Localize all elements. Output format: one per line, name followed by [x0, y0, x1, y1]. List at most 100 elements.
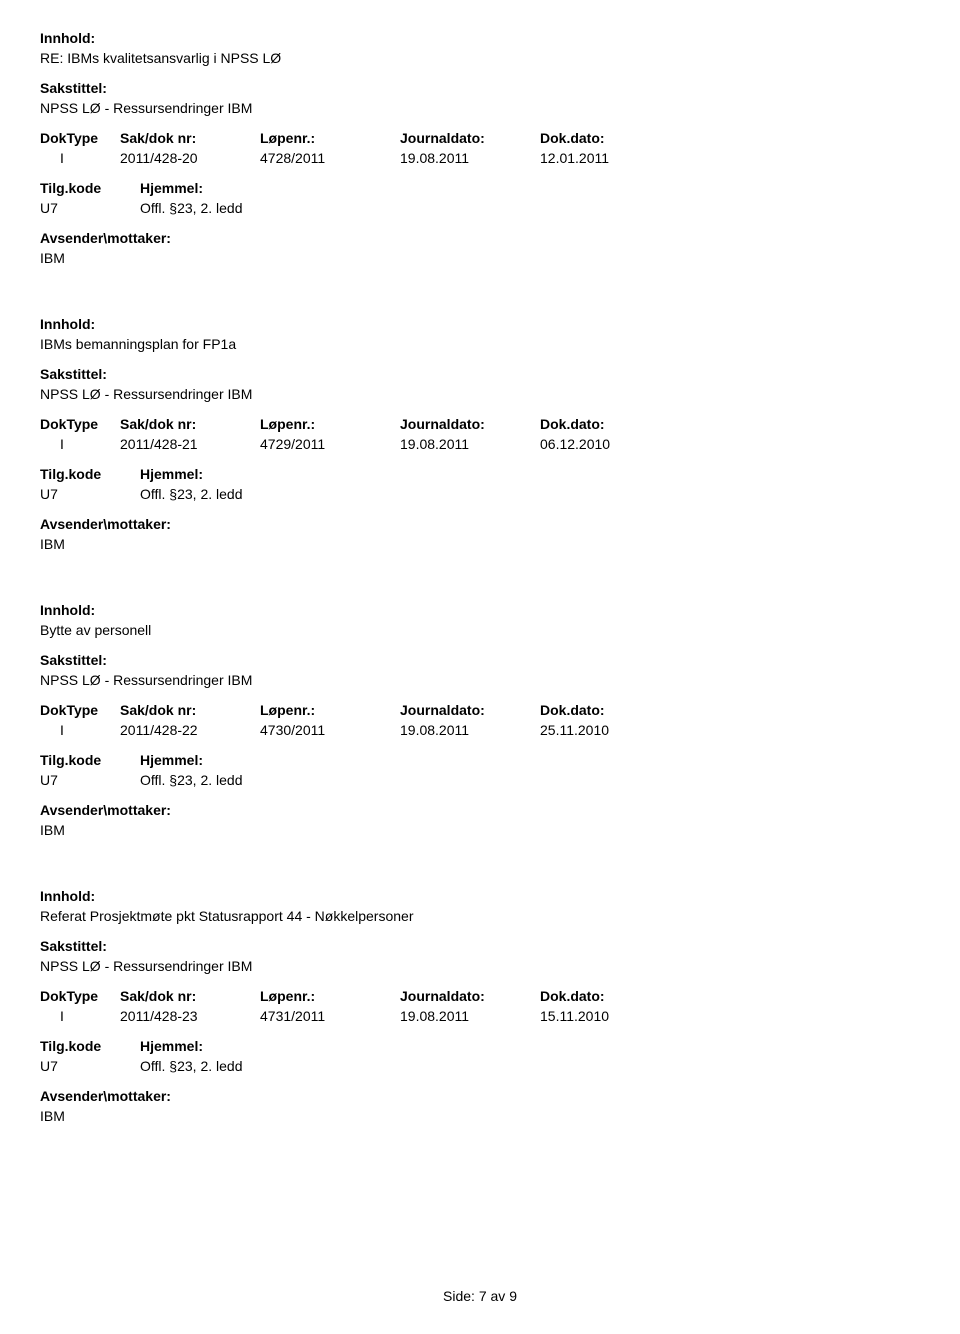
doktype-header: DokType [40, 702, 120, 718]
tilg-data-row: U7 Offl. §23, 2. ledd [40, 200, 920, 216]
dokdato-value: 12.01.2011 [540, 150, 680, 166]
sakdoknr-header: Sak/dok nr: [120, 416, 260, 432]
columns-data: I 2011/428-23 4731/2011 19.08.2011 15.11… [40, 1008, 920, 1024]
sakstittel-value: NPSS LØ - Ressursendringer IBM [40, 386, 920, 402]
innhold-label: Innhold: [40, 30, 920, 46]
doktype-header: DokType [40, 988, 120, 1004]
innhold-value: Bytte av personell [40, 622, 920, 638]
sakdoknr-value: 2011/428-20 [120, 150, 260, 166]
sakdoknr-header: Sak/dok nr: [120, 702, 260, 718]
sakstittel-label: Sakstittel: [40, 652, 920, 668]
innhold-label: Innhold: [40, 316, 920, 332]
innhold-value: IBMs bemanningsplan for FP1a [40, 336, 920, 352]
journaldato-value: 19.08.2011 [400, 722, 540, 738]
footer-page-total: 9 [509, 1288, 517, 1304]
journaldato-value: 19.08.2011 [400, 1008, 540, 1024]
lopenr-value: 4730/2011 [260, 722, 400, 738]
dokdato-value: 15.11.2010 [540, 1008, 680, 1024]
journaldato-header: Journaldato: [400, 416, 540, 432]
footer-page-current: 7 [479, 1288, 487, 1304]
sakdoknr-header: Sak/dok nr: [120, 988, 260, 1004]
lopenr-value: 4728/2011 [260, 150, 400, 166]
doktype-value: I [40, 150, 120, 166]
columns-header: DokType Sak/dok nr: Løpenr.: Journaldato… [40, 416, 920, 432]
sakstittel-label: Sakstittel: [40, 80, 920, 96]
hjemmel-header: Hjemmel: [140, 1038, 203, 1054]
tilg-header-row: Tilg.kode Hjemmel: [40, 1038, 920, 1054]
columns-header: DokType Sak/dok nr: Løpenr.: Journaldato… [40, 130, 920, 146]
tilgkode-value: U7 [40, 486, 140, 502]
lopenr-header: Løpenr.: [260, 988, 400, 1004]
avsender-value: IBM [40, 250, 920, 266]
footer-side-label: Side: [443, 1288, 475, 1304]
innhold-value: RE: IBMs kvalitetsansvarlig i NPSS LØ [40, 50, 920, 66]
sakdoknr-value: 2011/428-21 [120, 436, 260, 452]
sakdoknr-header: Sak/dok nr: [120, 130, 260, 146]
tilgkode-header: Tilg.kode [40, 1038, 140, 1054]
avsender-label: Avsender\mottaker: [40, 230, 920, 246]
columns-header: DokType Sak/dok nr: Løpenr.: Journaldato… [40, 702, 920, 718]
columns-data: I 2011/428-20 4728/2011 19.08.2011 12.01… [40, 150, 920, 166]
footer-page-sep: av [491, 1288, 506, 1304]
doktype-value: I [40, 1008, 120, 1024]
lopenr-value: 4729/2011 [260, 436, 400, 452]
sakstittel-value: NPSS LØ - Ressursendringer IBM [40, 100, 920, 116]
sakstittel-value: NPSS LØ - Ressursendringer IBM [40, 672, 920, 688]
sakstittel-label: Sakstittel: [40, 366, 920, 382]
dokdato-header: Dok.dato: [540, 130, 680, 146]
lopenr-header: Løpenr.: [260, 702, 400, 718]
doktype-value: I [40, 722, 120, 738]
dokdato-value: 06.12.2010 [540, 436, 680, 452]
lopenr-header: Løpenr.: [260, 416, 400, 432]
innhold-value: Referat Prosjektmøte pkt Statusrapport 4… [40, 908, 920, 924]
record: Innhold: Bytte av personell Sakstittel: … [40, 602, 920, 838]
page-footer: Side: 7 av 9 [0, 1288, 960, 1304]
hjemmel-header: Hjemmel: [140, 466, 203, 482]
tilg-header-row: Tilg.kode Hjemmel: [40, 752, 920, 768]
records-container: Innhold: RE: IBMs kvalitetsansvarlig i N… [40, 30, 920, 1124]
sakdoknr-value: 2011/428-22 [120, 722, 260, 738]
tilg-header-row: Tilg.kode Hjemmel: [40, 180, 920, 196]
avsender-value: IBM [40, 1108, 920, 1124]
tilgkode-header: Tilg.kode [40, 752, 140, 768]
record: Innhold: Referat Prosjektmøte pkt Status… [40, 888, 920, 1124]
hjemmel-value: Offl. §23, 2. ledd [140, 200, 242, 216]
columns-header: DokType Sak/dok nr: Løpenr.: Journaldato… [40, 988, 920, 1004]
journaldato-value: 19.08.2011 [400, 150, 540, 166]
tilgkode-value: U7 [40, 200, 140, 216]
lopenr-value: 4731/2011 [260, 1008, 400, 1024]
avsender-value: IBM [40, 822, 920, 838]
tilg-data-row: U7 Offl. §23, 2. ledd [40, 772, 920, 788]
tilg-data-row: U7 Offl. §23, 2. ledd [40, 486, 920, 502]
sakstittel-value: NPSS LØ - Ressursendringer IBM [40, 958, 920, 974]
columns-data: I 2011/428-21 4729/2011 19.08.2011 06.12… [40, 436, 920, 452]
record: Innhold: RE: IBMs kvalitetsansvarlig i N… [40, 30, 920, 266]
avsender-label: Avsender\mottaker: [40, 1088, 920, 1104]
hjemmel-header: Hjemmel: [140, 752, 203, 768]
journaldato-header: Journaldato: [400, 988, 540, 1004]
sakdoknr-value: 2011/428-23 [120, 1008, 260, 1024]
journaldato-value: 19.08.2011 [400, 436, 540, 452]
columns-data: I 2011/428-22 4730/2011 19.08.2011 25.11… [40, 722, 920, 738]
tilg-data-row: U7 Offl. §23, 2. ledd [40, 1058, 920, 1074]
record: Innhold: IBMs bemanningsplan for FP1a Sa… [40, 316, 920, 552]
tilgkode-header: Tilg.kode [40, 466, 140, 482]
dokdato-value: 25.11.2010 [540, 722, 680, 738]
hjemmel-value: Offl. §23, 2. ledd [140, 486, 242, 502]
hjemmel-value: Offl. §23, 2. ledd [140, 1058, 242, 1074]
innhold-label: Innhold: [40, 888, 920, 904]
dokdato-header: Dok.dato: [540, 988, 680, 1004]
journaldato-header: Journaldato: [400, 702, 540, 718]
tilgkode-value: U7 [40, 1058, 140, 1074]
doktype-header: DokType [40, 416, 120, 432]
dokdato-header: Dok.dato: [540, 702, 680, 718]
doktype-value: I [40, 436, 120, 452]
doktype-header: DokType [40, 130, 120, 146]
tilg-header-row: Tilg.kode Hjemmel: [40, 466, 920, 482]
tilgkode-value: U7 [40, 772, 140, 788]
avsender-value: IBM [40, 536, 920, 552]
avsender-label: Avsender\mottaker: [40, 516, 920, 532]
innhold-label: Innhold: [40, 602, 920, 618]
journaldato-header: Journaldato: [400, 130, 540, 146]
hjemmel-value: Offl. §23, 2. ledd [140, 772, 242, 788]
